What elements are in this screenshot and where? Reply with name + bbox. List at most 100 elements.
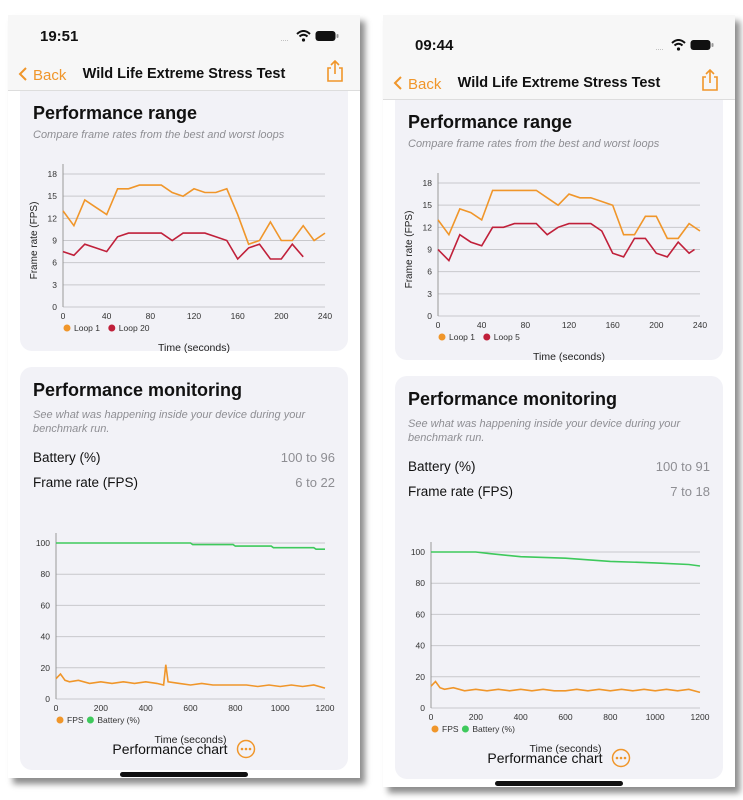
- share-button[interactable]: [701, 68, 719, 96]
- x-axis-label: Time (seconds): [530, 743, 602, 755]
- x-tick-label: 40: [477, 320, 487, 330]
- x-tick-label: 0: [54, 703, 59, 713]
- y-axis-label: Frame rate (FPS): [29, 202, 40, 280]
- y-tick-label: 18: [423, 178, 433, 188]
- y-tick-label: 9: [52, 236, 57, 246]
- y-tick-label: 100: [411, 547, 425, 557]
- legend-marker: [438, 333, 446, 341]
- section-subtitle: Compare frame rates from the best and wo…: [408, 138, 660, 150]
- y-tick-label: 9: [427, 245, 432, 255]
- series-line-battery-: [56, 542, 325, 550]
- navigation-bar: [383, 15, 735, 100]
- section-title: Performance range: [33, 103, 198, 123]
- performance-monitoring-card: Performance monitoring See what was happe…: [20, 367, 348, 770]
- x-tick-label: 1000: [271, 703, 290, 713]
- y-tick-label: 60: [416, 609, 426, 619]
- x-tick-label: 80: [521, 320, 531, 330]
- metric-label: Frame rate (FPS): [408, 484, 514, 499]
- x-tick-label: 800: [228, 703, 242, 713]
- page-title: Wild Life Extreme Stress Test: [82, 66, 286, 82]
- y-tick-label: 12: [48, 213, 58, 223]
- cellular-icon: ····: [655, 44, 664, 54]
- performance-monitoring-card: Performance monitoring See what was happe…: [395, 376, 723, 779]
- x-tick-label: 160: [606, 320, 620, 330]
- legend-marker: [86, 716, 94, 724]
- phone-screen: 19:51 ···· Back Wild Life Extreme Stress T…: [8, 15, 360, 778]
- legend-marker: [108, 324, 116, 332]
- section-title: Performance monitoring: [408, 389, 618, 409]
- performance-chart-button[interactable]: Performance chart: [395, 748, 723, 768]
- y-tick-label: 80: [416, 578, 426, 588]
- y-tick-label: 80: [41, 569, 51, 579]
- series-line-loop-5: [437, 222, 695, 263]
- y-tick-label: 20: [416, 672, 426, 682]
- status-icons: ····: [280, 30, 340, 45]
- x-tick-label: 400: [514, 712, 528, 722]
- y-tick-label: 0: [420, 703, 425, 713]
- metric-value: 7 to 18: [670, 484, 710, 499]
- battery-icon: [315, 31, 339, 41]
- x-tick-label: 400: [139, 703, 153, 713]
- metric-label: Battery (%): [33, 450, 101, 465]
- y-tick-label: 12: [423, 222, 433, 232]
- navigation-bar: [8, 15, 360, 91]
- x-tick-label: 40: [102, 311, 112, 321]
- y-axis-label: Frame rate (FPS): [404, 211, 415, 289]
- section-title: Performance monitoring: [33, 380, 243, 400]
- series-line-loop-1: [437, 189, 701, 240]
- metric-value: 100 to 96: [280, 450, 335, 465]
- legend-label: FPS: [442, 724, 459, 734]
- back-label: Back: [408, 76, 442, 93]
- x-tick-label: 200: [649, 320, 663, 330]
- y-tick-label: 6: [427, 267, 432, 277]
- performance-range-card: Performance range Compare frame rates fro…: [20, 91, 348, 354]
- legend-label: FPS: [67, 715, 84, 725]
- legend-marker: [63, 324, 71, 332]
- more-icon: [611, 748, 630, 768]
- share-icon: [702, 68, 718, 91]
- legend-marker: [56, 716, 64, 724]
- x-tick-label: 600: [558, 712, 572, 722]
- status-time: 19:51: [40, 28, 79, 45]
- metric-value: 100 to 91: [655, 459, 710, 474]
- x-tick-label: 1000: [646, 712, 665, 722]
- home-indicator[interactable]: [120, 772, 248, 777]
- page-title: Wild Life Extreme Stress Test: [457, 75, 661, 91]
- y-tick-label: 40: [41, 632, 51, 642]
- back-button[interactable]: Back: [393, 73, 441, 94]
- x-tick-label: 0: [436, 320, 441, 330]
- share-button[interactable]: [326, 59, 344, 87]
- x-axis-label: Time (seconds): [155, 734, 227, 746]
- x-axis-label: Time (seconds): [158, 342, 230, 354]
- y-tick-label: 6: [52, 258, 57, 268]
- y-tick-label: 15: [48, 191, 58, 201]
- legend-label: Battery (%): [97, 715, 140, 725]
- x-tick-label: 800: [603, 712, 617, 722]
- chevron-left-icon: [18, 64, 27, 84]
- x-tick-label: 200: [94, 703, 108, 713]
- status-time: 09:44: [415, 37, 454, 54]
- performance-chart-label: Performance chart: [112, 741, 228, 757]
- legend-label: Loop 5: [494, 332, 520, 342]
- y-tick-label: 15: [423, 200, 433, 210]
- metric-value: 6 to 22: [295, 475, 335, 490]
- performance-range-card: Performance range Compare frame rates fro…: [395, 100, 723, 363]
- x-tick-label: 80: [146, 311, 156, 321]
- performance-chart-label: Performance chart: [487, 750, 603, 766]
- y-tick-label: 18: [48, 169, 58, 179]
- back-button[interactable]: Back: [18, 64, 66, 85]
- x-axis-label: Time (seconds): [533, 351, 605, 363]
- phone-screen: 09:44 ···· Back Wild Life Extreme Stress T…: [383, 15, 735, 787]
- series-line-battery-: [431, 551, 701, 567]
- cellular-icon: ····: [280, 35, 289, 45]
- series-line-loop-1: [62, 184, 326, 246]
- back-label: Back: [33, 67, 67, 84]
- legend-marker: [461, 725, 469, 733]
- home-indicator[interactable]: [495, 781, 623, 786]
- x-tick-label: 200: [274, 311, 288, 321]
- y-tick-label: 3: [427, 289, 432, 299]
- share-icon: [327, 59, 343, 82]
- performance-chart-button[interactable]: Performance chart: [20, 739, 348, 759]
